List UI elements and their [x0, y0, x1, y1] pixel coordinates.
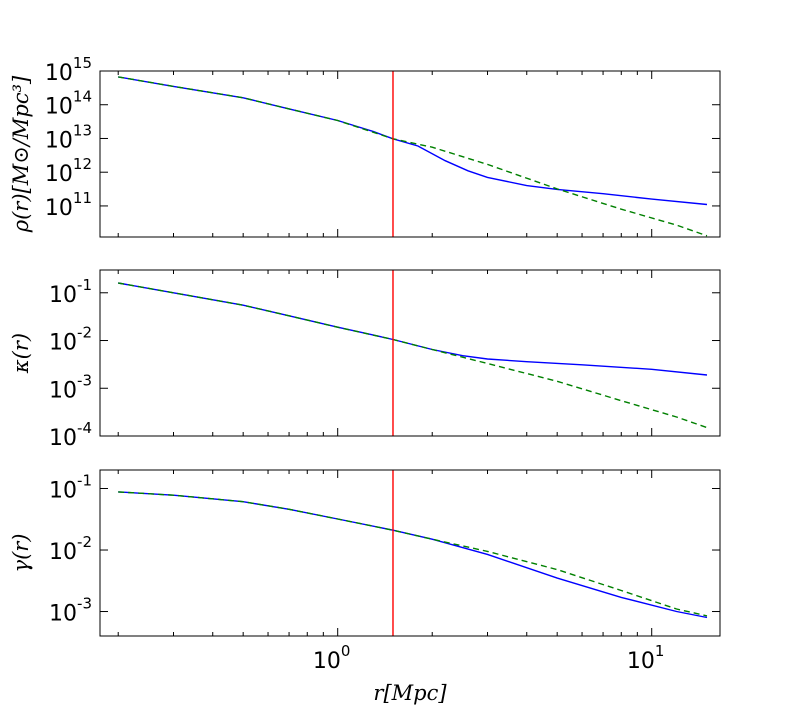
series-line-solid: [118, 491, 708, 619]
axes-frame: [99, 70, 721, 238]
y-axis-label: γ(r): [9, 534, 33, 573]
y-tick-label: 1012: [45, 155, 92, 187]
y-tick-label: 10-1: [49, 472, 92, 504]
y-tick-label: 10-4: [49, 419, 92, 451]
y-tick-label: 10-1: [49, 276, 92, 308]
y-tick-label: 1015: [45, 54, 92, 86]
y-tick-label: 10-3: [49, 371, 92, 403]
series-line-solid: [118, 282, 708, 376]
series-line-dashed: [118, 282, 708, 429]
series-line-solid: [118, 76, 708, 206]
y-axis-label: κ(r): [9, 333, 33, 374]
y-tick-label: 10-2: [49, 533, 92, 565]
series-line-dashed: [118, 491, 708, 617]
y-tick-label: 1011: [45, 189, 92, 221]
y-tick-label: 1013: [45, 121, 92, 153]
x-axis-label: r[Mpc]: [373, 681, 447, 705]
y-tick-label: 10-2: [49, 324, 92, 356]
series-line-dashed: [118, 76, 708, 237]
y-axis-label: ρ(r)[M⊙/Mpc³]: [9, 75, 33, 233]
axes-frame: [99, 269, 721, 437]
x-tick-label: 100: [313, 642, 351, 674]
y-tick-label: 10-3: [49, 595, 92, 627]
axes-frame: [99, 469, 721, 637]
x-tick-label: 101: [627, 642, 665, 674]
panel-2: 10-1 10-2 10-3 10-4 κ(r): [9, 269, 721, 451]
panel-3: 10-1 10-2 10-3 γ(r) 100 101 r[Mpc]: [9, 469, 721, 705]
y-tick-label: 1014: [45, 88, 92, 120]
